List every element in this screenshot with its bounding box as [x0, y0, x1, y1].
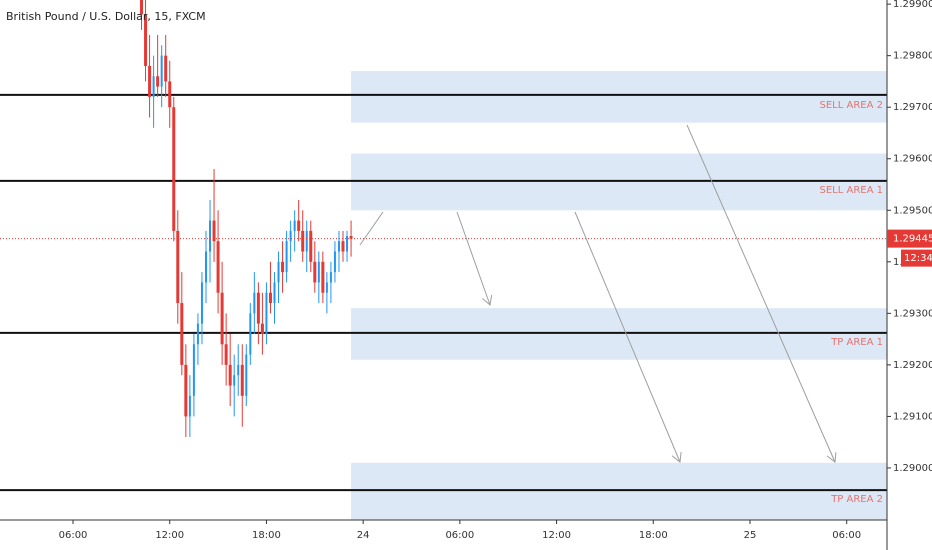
candle-body: [337, 241, 340, 252]
candle-body: [233, 375, 236, 386]
x-tick-label: 12:00: [542, 530, 571, 541]
candle-body: [180, 303, 184, 365]
candle-body: [228, 364, 232, 386]
countdown-badge: [901, 249, 932, 267]
zone: [351, 71, 887, 123]
candle-body: [184, 364, 188, 417]
candle-body: [293, 220, 296, 231]
candle-body: [220, 292, 224, 345]
candle-body: [333, 251, 336, 273]
candle-body: [204, 251, 207, 283]
candle-body: [301, 230, 305, 252]
candle-body: [289, 230, 292, 242]
candle-body: [240, 364, 244, 396]
zone: [351, 462, 887, 520]
candle-body: [148, 65, 152, 97]
zone-label: SELL AREA 2: [820, 100, 883, 111]
trend-line: [359, 211, 384, 246]
arrow: [686, 124, 835, 462]
candle-body: [265, 292, 268, 334]
candle-body: [152, 76, 155, 97]
candle-body: [341, 241, 345, 252]
candle-body: [281, 261, 285, 273]
candle-body: [321, 261, 325, 293]
candle-body: [168, 81, 172, 108]
candle-body: [176, 230, 180, 304]
arrow: [456, 211, 490, 305]
x-tick-label: 24: [357, 530, 370, 541]
y-tick-label: 1.29200: [893, 360, 932, 371]
candle-body: [160, 55, 163, 87]
candle-body: [140, 0, 144, 15]
x-tick-label: 06:00: [445, 530, 474, 541]
x-tick-label: 18:00: [639, 530, 668, 541]
last-price-badge: [887, 229, 932, 248]
candle-body: [212, 220, 216, 242]
y-tick-label: 1.29100: [893, 411, 932, 422]
x-tick-label: 18:00: [252, 530, 281, 541]
candle-body: [156, 76, 160, 87]
candle-body: [329, 272, 332, 283]
x-tick-label: 25: [744, 530, 757, 541]
y-tick-label: 1.29700: [893, 102, 932, 113]
candle-body: [196, 323, 199, 345]
y-tick-label: 1.29800: [893, 51, 932, 62]
y-tick-label: 1.29900: [893, 0, 932, 10]
candle-body: [268, 292, 272, 304]
arrow: [574, 211, 680, 462]
countdown-label: 12:34: [904, 253, 932, 264]
candle-body: [245, 354, 248, 396]
candle-body: [237, 364, 240, 376]
zone-label: TP AREA 2: [830, 494, 883, 505]
y-tick-label: 1.29600: [893, 154, 932, 165]
trend-arrows: [359, 124, 835, 462]
candle-body: [216, 241, 220, 293]
candle-body: [349, 236, 353, 239]
candle-body: [256, 292, 260, 324]
zone-label: SELL AREA 1: [820, 185, 883, 196]
candle-body: [325, 282, 328, 293]
candle-body: [313, 261, 317, 283]
candle-body: [144, 14, 148, 66]
candle-body: [309, 230, 313, 262]
zone: [351, 153, 887, 211]
candle-body: [224, 344, 228, 365]
candle-body: [285, 241, 288, 273]
zone-label: TP AREA 1: [830, 337, 883, 348]
x-tick-label: 06:00: [832, 530, 861, 541]
candle-body: [249, 313, 252, 355]
candle-body: [209, 220, 212, 252]
y-tick-label: 1.29000: [893, 463, 932, 474]
x-tick-label: 06:00: [59, 530, 88, 541]
candle-body: [164, 55, 168, 82]
candle-body: [273, 282, 276, 304]
candle-body: [317, 261, 320, 283]
candle-body: [200, 282, 203, 324]
candle-body: [260, 323, 264, 334]
y-tick-label: 1.29500: [893, 205, 932, 216]
chart-title: British Pound / U.S. Dollar, 15, FXCM: [6, 10, 206, 23]
y-tick-label: 1.29300: [893, 308, 932, 319]
x-tick-label: 12:00: [155, 530, 184, 541]
candle-body: [346, 236, 349, 252]
last-price-label: 1.29445: [893, 234, 932, 245]
candle-body: [277, 261, 280, 283]
candle-body: [305, 230, 308, 252]
candle-body: [192, 344, 195, 396]
candle-body: [297, 220, 301, 231]
candle-body: [188, 395, 191, 417]
candle-body: [172, 107, 176, 231]
candle-body: [253, 292, 256, 314]
